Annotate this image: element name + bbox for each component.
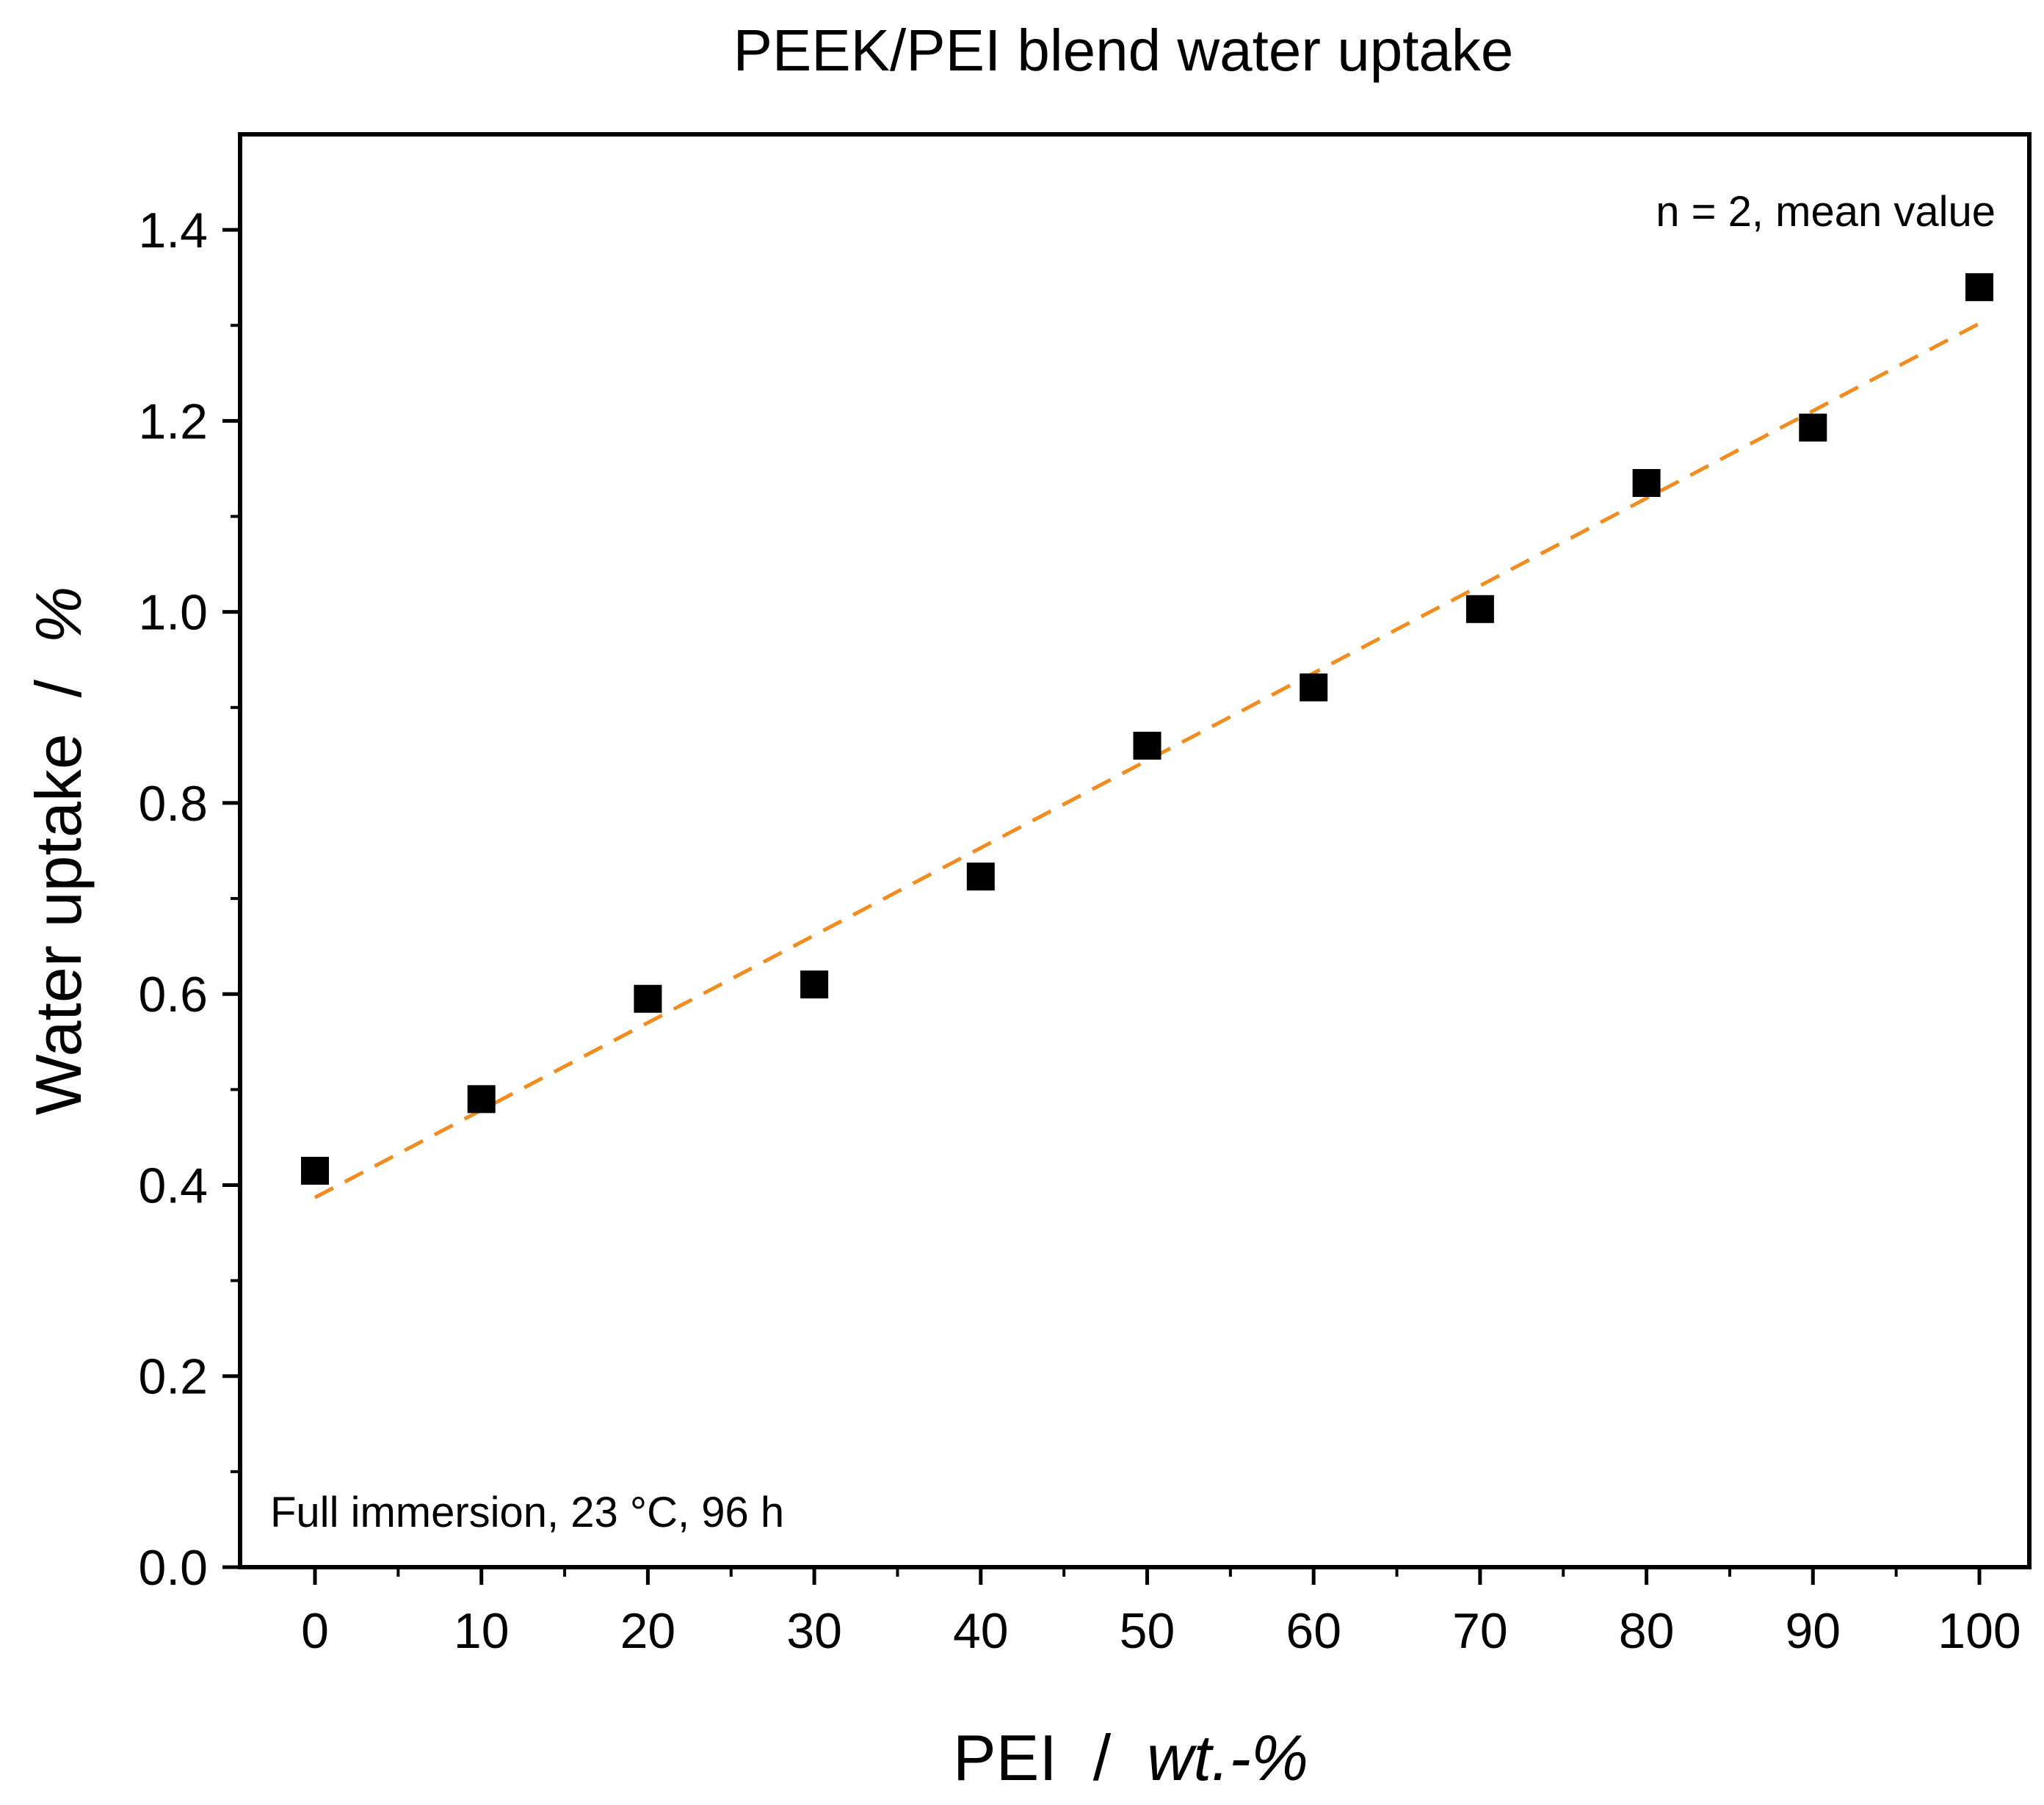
x-tick-label: 50 <box>1120 1603 1175 1659</box>
x-axis-ticks: 0 10 20 30 40 50 60 70 80 90 100 <box>301 1567 2021 1659</box>
data-point-square <box>1465 595 1494 623</box>
y-axis-label-separator: / <box>22 679 95 697</box>
data-point-square <box>634 984 662 1013</box>
y-tick-label: 0.6 <box>138 967 208 1023</box>
y-tick-label: 0.0 <box>138 1540 208 1596</box>
points-layer <box>301 273 1993 1185</box>
data-point-square <box>467 1085 496 1114</box>
y-tick-label: 1.0 <box>138 585 208 641</box>
y-tick-label: 1.4 <box>138 203 208 258</box>
data-point-square <box>800 970 829 999</box>
chart-title: PEEK/PEI blend water uptake <box>733 18 1514 83</box>
y-axis-label: Water uptake / % <box>22 586 95 1116</box>
plot-area: 0.0 0.2 0.4 0.6 0.8 1.0 1.2 1.4 0 10 20 30 40 50 60 70… <box>138 132 2032 1659</box>
data-point-square <box>301 1156 330 1185</box>
x-tick-label: 100 <box>1938 1603 2021 1659</box>
data-point-square <box>1965 273 1993 302</box>
y-axis-label-unit: % <box>22 586 95 644</box>
y-tick-label: 1.2 <box>138 393 208 449</box>
y-tick-label: 0.4 <box>138 1158 208 1213</box>
x-tick-label: 20 <box>620 1603 676 1659</box>
data-point-square <box>1300 673 1328 702</box>
annotation-sample-info: n = 2, mean value <box>1656 188 1996 236</box>
data-point-square <box>1133 731 1161 760</box>
x-axis-label-separator: / <box>1093 1721 1112 1794</box>
x-tick-label: 80 <box>1619 1603 1675 1659</box>
y-tick-label: 0.8 <box>138 776 208 832</box>
y-tick-label: 0.2 <box>138 1349 208 1405</box>
fit-line <box>314 322 1981 1199</box>
data-point-square <box>966 862 995 891</box>
x-tick-label: 30 <box>786 1603 842 1659</box>
fit-layer <box>314 322 1981 1199</box>
plot-frame <box>238 132 2032 1569</box>
annotation-conditions: Full immersion, 23 °C, 96 h <box>270 1489 784 1536</box>
data-point-square <box>1799 413 1827 442</box>
x-tick-label: 60 <box>1286 1603 1341 1659</box>
x-tick-label: 40 <box>953 1603 1009 1659</box>
y-axis-ticks: 0.0 0.2 0.4 0.6 0.8 1.0 1.2 1.4 <box>138 203 240 1596</box>
y-axis-label-name: Water uptake <box>22 733 95 1115</box>
x-axis-label-name: PEI <box>953 1721 1057 1794</box>
data-point-square <box>1632 468 1661 497</box>
x-tick-label: 10 <box>454 1603 510 1659</box>
x-tick-label: 70 <box>1452 1603 1508 1659</box>
x-tick-label: 0 <box>301 1603 329 1659</box>
x-axis-label: PEI / wt.-% <box>953 1721 1308 1794</box>
x-axis-label-unit: wt.-% <box>1147 1721 1308 1794</box>
x-tick-label: 90 <box>1785 1603 1841 1659</box>
